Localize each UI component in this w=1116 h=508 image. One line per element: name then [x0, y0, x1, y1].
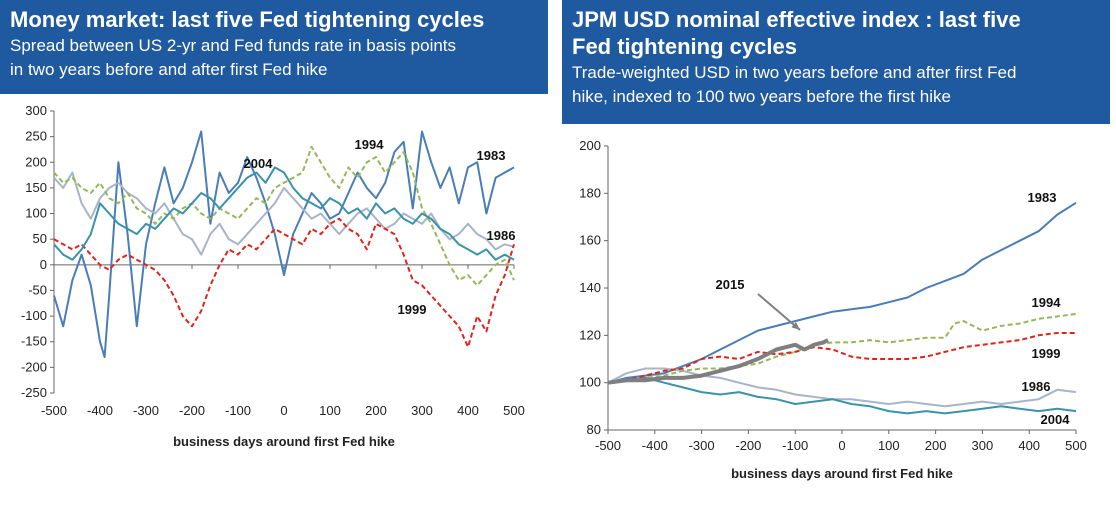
- x-tick-label: -400: [87, 403, 113, 418]
- y-tick-label: 80: [587, 422, 601, 437]
- series-line-1999: [607, 332, 1076, 384]
- x-tick-label: 500: [1065, 438, 1087, 453]
- right-chart-title-line1: JPM USD nominal effective index : last f…: [572, 7, 1021, 32]
- y-tick-label: 140: [579, 280, 601, 295]
- y-tick-label: -150: [21, 334, 47, 349]
- x-axis-label: business days around first Fed hike: [731, 466, 953, 481]
- x-tick-label: 0: [280, 403, 287, 418]
- right-chart-subtitle-line2: hike, indexed to 100 two years before th…: [572, 87, 951, 106]
- series-line-2004: [607, 376, 1077, 415]
- y-tick-label: 100: [25, 206, 47, 221]
- x-tick-label: 0: [838, 438, 845, 453]
- x-tick-label: -300: [689, 438, 715, 453]
- x-tick-label: 200: [365, 403, 387, 418]
- x-tick-label: 400: [1018, 438, 1040, 453]
- y-tick-label: 0: [40, 257, 47, 272]
- x-tick-label: -200: [179, 403, 205, 418]
- series-line-1999: [53, 217, 515, 348]
- y-tick-label: -50: [28, 282, 47, 297]
- x-tick-label: 100: [319, 403, 341, 418]
- left-chart-subtitle-line1: Spread between US 2-yr and Fed funds rat…: [10, 36, 457, 55]
- series-label-1983: 1983: [1028, 190, 1057, 205]
- series-label-1994: 1994: [355, 137, 385, 152]
- left-chart-title: Money market: last five Fed tightening c…: [10, 7, 485, 32]
- x-tick-label: -300: [133, 403, 159, 418]
- x-tick-label: 100: [878, 438, 900, 453]
- x-tick-label: 500: [503, 403, 525, 418]
- series-line-1994: [53, 145, 515, 287]
- x-tick-label: 400: [457, 403, 479, 418]
- y-tick-label: -200: [21, 359, 47, 374]
- series-label-1999: 1999: [1032, 346, 1061, 361]
- y-tick-label: 120: [579, 327, 601, 342]
- x-tick-label: -500: [41, 403, 67, 418]
- left-chart-panel: Money market: last five Fed tightening c…: [0, 0, 550, 508]
- right-chart-subtitle-line1: Trade-weighted USD in two years before a…: [572, 63, 1017, 82]
- series-line-1986: [53, 171, 515, 256]
- x-tick-label: 300: [411, 403, 433, 418]
- y-tick-label: 250: [25, 129, 47, 144]
- y-tick-label: 300: [25, 103, 47, 118]
- x-tick-label: -100: [782, 438, 808, 453]
- y-tick-label: 180: [579, 185, 601, 200]
- series-label-2004: 2004: [244, 156, 274, 171]
- series-label-1983: 1983: [477, 148, 506, 163]
- annotation-arrow-head: [791, 321, 800, 330]
- y-tick-label: 50: [33, 231, 47, 246]
- left-chart-subtitle-line2: in two years before and after first Fed …: [10, 60, 328, 79]
- right-chart-title-line2: Fed tightening cycles: [572, 34, 797, 59]
- y-tick-label: 100: [579, 375, 601, 390]
- series-line-1983: [53, 130, 515, 359]
- series-line-1994: [607, 313, 1077, 384]
- y-tick-label: 200: [25, 154, 47, 169]
- series-label-1986: 1986: [1022, 379, 1051, 394]
- right-chart-panel: JPM USD nominal effective index : last f…: [562, 0, 1116, 508]
- series-line-2015: [607, 338, 829, 385]
- y-tick-label: -250: [21, 385, 47, 400]
- series-label-1994: 1994: [1032, 295, 1062, 310]
- series-label-2004: 2004: [1041, 412, 1071, 427]
- y-tick-label: 200: [579, 138, 601, 153]
- left-chart-header: Money market: last five Fed tightening c…: [0, 0, 548, 94]
- series-line-1983: [607, 201, 1077, 384]
- series-line-2004: [53, 166, 515, 261]
- x-tick-label: -100: [225, 403, 251, 418]
- x-tick-label: 300: [972, 438, 994, 453]
- x-tick-label: -400: [642, 438, 668, 453]
- x-axis-label: business days around first Fed hike: [173, 434, 395, 449]
- x-tick-label: 200: [925, 438, 947, 453]
- y-tick-label: 150: [25, 180, 47, 195]
- series-label-1986: 1986: [487, 228, 516, 243]
- series-line-1986: [607, 367, 1077, 408]
- series-label-1999: 1999: [398, 302, 427, 317]
- money-market-spread-chart: 300250200150100500-50-100-150-200-250-50…: [21, 103, 525, 449]
- y-tick-label: 160: [579, 233, 601, 248]
- x-tick-label: -200: [735, 438, 761, 453]
- usd-effective-index-chart: 200 180 160 140 120 100 80-500 -400 -300 -200 -100…: [579, 138, 1087, 481]
- x-tick-label: -500: [595, 438, 621, 453]
- right-chart-header: JPM USD nominal effective index : last f…: [562, 0, 1110, 124]
- annotation-arrow: [757, 293, 801, 331]
- y-tick-label: -100: [21, 308, 47, 323]
- series-label-2015: 2015: [716, 277, 745, 292]
